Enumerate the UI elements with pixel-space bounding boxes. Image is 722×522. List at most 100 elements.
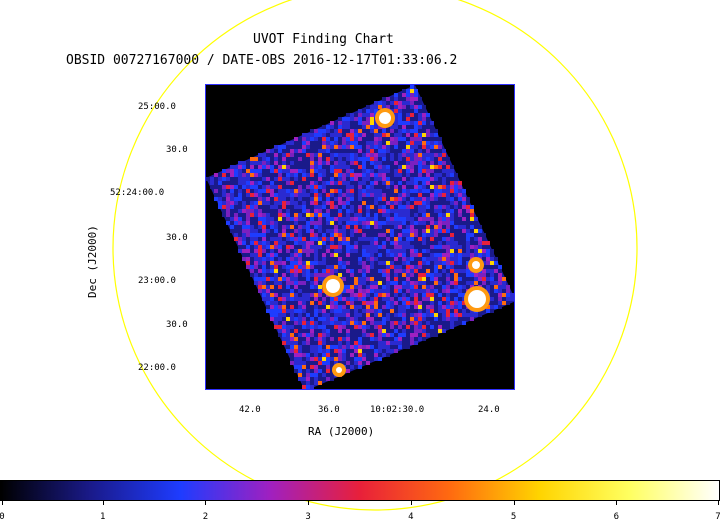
noise-pixel <box>454 277 458 281</box>
noise-pixel <box>334 361 338 365</box>
noise-pixel <box>310 245 314 249</box>
noise-pixel <box>370 181 374 185</box>
noise-pixel <box>346 357 350 361</box>
noise-pixel <box>258 233 262 237</box>
noise-pixel <box>338 233 342 237</box>
noise-pixel <box>406 169 410 173</box>
noise-pixel <box>266 261 270 265</box>
noise-pixel <box>462 245 466 249</box>
noise-pixel <box>362 277 366 281</box>
noise-pixel <box>438 197 442 201</box>
noise-pixel <box>374 185 378 189</box>
noise-pixel <box>378 129 382 133</box>
noise-pixel <box>386 217 390 221</box>
noise-pixel <box>374 349 378 353</box>
noise-pixel <box>270 233 274 237</box>
noise-pixel <box>354 329 358 333</box>
noise-pixel <box>414 285 418 289</box>
noise-pixel <box>458 301 462 305</box>
noise-pixel <box>226 213 230 217</box>
noise-pixel <box>430 261 434 265</box>
noise-pixel <box>290 241 294 245</box>
noise-pixel <box>402 153 406 157</box>
noise-pixel <box>398 185 402 189</box>
noise-pixel <box>242 193 246 197</box>
noise-pixel <box>254 273 258 277</box>
noise-pixel <box>382 193 386 197</box>
noise-pixel <box>426 325 430 329</box>
noise-pixel <box>386 289 390 293</box>
noise-pixel <box>362 301 366 305</box>
noise-pixel <box>422 305 426 309</box>
noise-pixel <box>314 165 318 169</box>
noise-pixel <box>398 101 402 105</box>
noise-pixel <box>358 225 362 229</box>
noise-pixel <box>298 161 302 165</box>
noise-pixel <box>466 265 470 269</box>
noise-pixel <box>278 289 282 293</box>
noise-pixel <box>406 145 410 149</box>
sky-image[interactable] <box>205 84 515 390</box>
noise-pixel <box>274 173 278 177</box>
noise-pixel <box>314 249 318 253</box>
noise-pixel <box>398 317 402 321</box>
noise-pixel <box>450 265 454 269</box>
noise-pixel <box>378 245 382 249</box>
noise-pixel <box>366 133 370 137</box>
noise-pixel <box>334 149 338 153</box>
noise-pixel <box>318 273 322 277</box>
noise-pixel <box>310 285 314 289</box>
noise-pixel <box>406 217 410 221</box>
noise-pixel <box>490 253 494 257</box>
noise-pixel <box>306 153 310 157</box>
noise-pixel <box>306 137 310 141</box>
noise-pixel <box>306 241 310 245</box>
noise-pixel <box>434 177 438 181</box>
noise-pixel <box>286 213 290 217</box>
noise-pixel <box>390 161 394 165</box>
noise-pixel <box>350 197 354 201</box>
noise-pixel <box>398 205 402 209</box>
noise-pixel <box>362 333 366 337</box>
noise-pixel <box>474 217 478 221</box>
noise-pixel <box>430 129 434 133</box>
noise-pixel <box>406 193 410 197</box>
noise-pixel <box>262 281 266 285</box>
noise-pixel <box>326 197 330 201</box>
noise-pixel <box>442 229 446 233</box>
noise-pixel <box>418 333 422 337</box>
noise-pixel <box>414 113 418 117</box>
noise-pixel <box>262 249 266 253</box>
noise-pixel <box>350 333 354 337</box>
noise-pixel <box>358 129 362 133</box>
noise-pixel <box>350 237 354 241</box>
noise-pixel <box>366 149 370 153</box>
noise-pixel <box>450 321 454 325</box>
noise-pixel <box>350 209 354 213</box>
noise-pixel <box>378 301 382 305</box>
noise-pixel <box>362 309 366 313</box>
noise-pixel <box>438 137 442 141</box>
noise-pixel <box>410 117 414 121</box>
noise-pixel <box>334 145 338 149</box>
noise-pixel <box>282 149 286 153</box>
noise-pixel <box>426 293 430 297</box>
noise-pixel <box>302 189 306 193</box>
noise-pixel <box>438 277 442 281</box>
noise-pixel <box>318 233 322 237</box>
noise-pixel <box>442 257 446 261</box>
noise-pixel <box>342 269 346 273</box>
noise-pixel <box>414 309 418 313</box>
noise-pixel <box>370 165 374 169</box>
noise-pixel <box>358 313 362 317</box>
noise-pixel <box>394 281 398 285</box>
noise-pixel <box>342 217 346 221</box>
noise-pixel <box>398 221 402 225</box>
noise-pixel <box>326 337 330 341</box>
noise-pixel <box>366 305 370 309</box>
noise-pixel <box>282 253 286 257</box>
noise-pixel <box>246 161 250 165</box>
noise-pixel <box>486 305 490 309</box>
noise-pixel <box>394 241 398 245</box>
noise-pixel <box>318 377 322 381</box>
